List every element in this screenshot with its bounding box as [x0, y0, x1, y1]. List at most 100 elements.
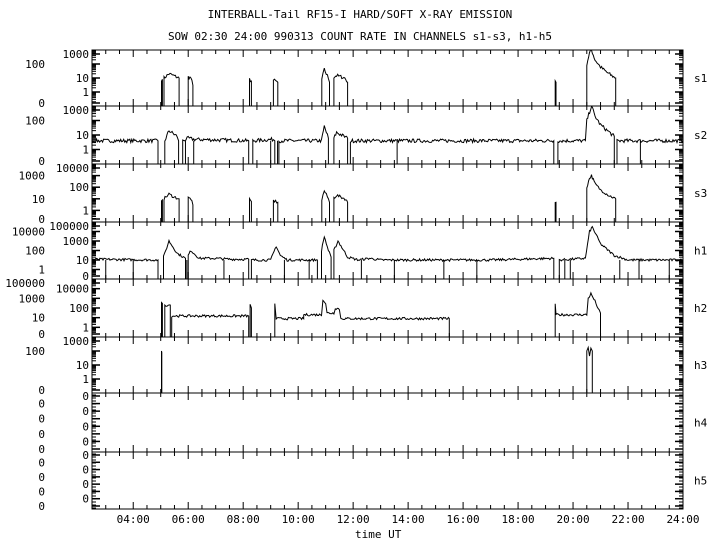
data-line-s1 — [333, 73, 349, 106]
data-line-s3 — [187, 196, 194, 222]
panel-h4: h4 0 0 0 0 0 0 0 0 — [38, 390, 707, 456]
y-tick-label: 1000 — [63, 48, 90, 61]
data-line-h2 — [161, 301, 163, 337]
x-tick-label: 20:00 — [556, 513, 589, 526]
data-line-s3 — [163, 192, 180, 222]
data-line-s1 — [321, 67, 330, 106]
y-tick-label: 0 — [82, 464, 89, 477]
x-tick-label: 06:00 — [172, 513, 205, 526]
data-line-s3 — [161, 198, 163, 222]
data-line-s1 — [586, 49, 617, 106]
panel-frame — [91, 336, 684, 394]
data-line-h1 — [558, 225, 684, 279]
channel-label: s3 — [694, 187, 707, 200]
chart-title: INTERBALL-Tail RF15-I HARD/SOFT X-RAY EM… — [207, 8, 513, 21]
y-tick-label: 1000 — [63, 104, 90, 117]
x-axis-label: time UT — [355, 528, 402, 541]
data-line-h1 — [333, 239, 555, 279]
y-tick-label: 1000 — [19, 292, 46, 305]
data-line-s3 — [272, 199, 279, 222]
data-line-s1 — [163, 72, 180, 106]
data-line-s2 — [349, 137, 555, 164]
y-tick-label: 100 — [25, 58, 45, 71]
y-tick-label: 100 — [25, 115, 45, 128]
y-tick-label: 0 — [82, 449, 89, 462]
panel-frame — [91, 392, 684, 453]
y-tick-label: 0 — [82, 420, 89, 433]
y-tick-label: 100000 — [49, 220, 89, 233]
y-tick-label: 1000 — [19, 170, 46, 183]
data-line-h1 — [163, 238, 186, 279]
y-tick-label: 0 — [82, 435, 89, 448]
y-tick-label: 10000 — [56, 283, 89, 296]
panel-frame — [91, 451, 684, 510]
y-tick-label: 100 — [25, 245, 45, 258]
x-tick-label: 10:00 — [282, 513, 315, 526]
y-tick-label: 1 — [82, 86, 89, 99]
data-line-h2 — [171, 314, 250, 337]
channel-label: h1 — [694, 245, 707, 258]
channel-label: s1 — [694, 72, 707, 85]
y-tick-label: 10000 — [12, 226, 45, 239]
channel-label: s2 — [694, 129, 707, 142]
y-tick-label: 0 — [82, 493, 89, 506]
y-tick-label: 10 — [32, 312, 45, 325]
data-line-s3 — [586, 174, 617, 222]
y-tick-label: 0 — [38, 398, 45, 411]
data-line-h2 — [164, 303, 171, 337]
y-tick-label: 10 — [76, 129, 89, 142]
data-line-s3 — [321, 189, 330, 222]
channel-label: h2 — [694, 302, 707, 315]
x-tick-label: 16:00 — [447, 513, 480, 526]
y-tick-label: 0 — [38, 413, 45, 426]
y-tick-label: 100 — [25, 345, 45, 358]
y-tick-label: 1 — [38, 264, 45, 277]
data-line-s2 — [616, 137, 684, 164]
y-tick-label: 1000 — [63, 235, 90, 248]
chart-subtitle: SOW 02:30 24:00 990313 COUNT RATE IN CHA… — [167, 30, 553, 43]
y-tick-label: 0 — [38, 384, 45, 397]
channel-label: h5 — [694, 475, 707, 488]
y-tick-label: 1 — [82, 204, 89, 217]
data-line-s2 — [278, 125, 329, 164]
data-line-s2 — [164, 130, 180, 164]
y-tick-label: 0 — [38, 213, 45, 226]
x-tick-label: 12:00 — [337, 513, 370, 526]
data-line-s2 — [91, 137, 159, 164]
data-line-s2 — [252, 136, 276, 164]
x-tick-label: 18:00 — [502, 513, 535, 526]
y-tick-label: 100000 — [5, 277, 45, 290]
y-tick-label: 1 — [82, 321, 89, 334]
channel-label: h3 — [694, 359, 707, 372]
y-tick-label: 0 — [38, 500, 45, 513]
x-tick-label: 24:00 — [666, 513, 699, 526]
y-tick-label: 0 — [38, 428, 45, 441]
y-tick-label: 10 — [76, 254, 89, 267]
channel-label: h4 — [694, 417, 708, 430]
data-line-s1 — [161, 79, 163, 106]
data-line-h3 — [586, 345, 593, 393]
data-line-s1 — [272, 78, 279, 106]
data-line-s2 — [557, 105, 615, 164]
y-tick-label: 0 — [38, 471, 45, 484]
panel-frame — [91, 163, 684, 223]
data-line-h1 — [91, 257, 159, 279]
x-tick-label: 14:00 — [392, 513, 425, 526]
data-line-h2 — [554, 291, 601, 337]
x-tick-label: 04:00 — [117, 513, 150, 526]
y-tick-label: 0 — [38, 328, 45, 341]
y-tick-label: 10000 — [56, 162, 89, 175]
y-tick-label: 1000 — [63, 335, 90, 348]
y-tick-label: 10 — [76, 359, 89, 372]
y-tick-label: 0 — [38, 443, 45, 456]
data-line-s3 — [249, 196, 252, 222]
data-line-s2 — [333, 130, 349, 164]
data-line-h2 — [249, 304, 252, 337]
